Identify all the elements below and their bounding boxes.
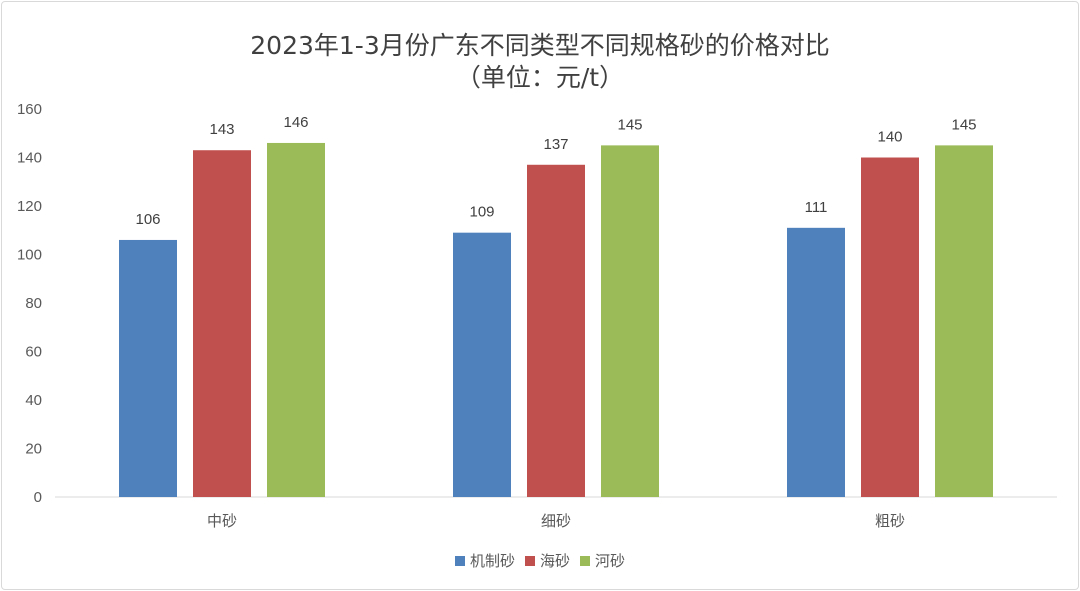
chart-subtitle: （单位：元/t） [455,63,625,92]
y-tick-label: 0 [34,489,42,506]
data-label: 137 [543,136,568,153]
x-tick-label: 粗砂 [875,513,905,530]
legend-label: 河砂 [595,552,625,570]
bar [267,142,325,497]
data-label: 111 [805,199,828,216]
y-tick-label: 100 [17,247,42,264]
y-tick-label: 20 [25,441,42,458]
x-tick-label: 中砂 [207,513,237,530]
legend-swatch [525,556,535,566]
bar [119,239,177,497]
bar [861,157,919,497]
data-label: 145 [951,116,976,133]
data-label: 109 [469,204,494,221]
legend-label: 海砂 [540,552,570,570]
y-tick-label: 40 [25,392,42,409]
legend-swatch [455,556,465,566]
data-label: 140 [877,129,902,146]
y-tick-label: 80 [25,295,42,312]
bar [453,232,511,498]
data-label: 146 [283,114,308,131]
bar [601,145,659,497]
legend-label: 机制砂 [470,552,515,570]
y-tick-label: 120 [17,198,42,215]
legend-swatch [580,556,590,566]
chart-title: 2023年1-3月份广东不同类型不同规格砂的价格对比 [250,31,830,60]
y-tick-label: 60 [25,344,42,361]
data-label: 145 [617,116,642,133]
data-label: 143 [209,121,234,138]
y-tick-label: 140 [17,150,42,167]
data-label: 106 [135,211,160,228]
y-tick-label: 160 [17,101,42,118]
bar [787,227,845,497]
bar [527,164,585,497]
bar [935,145,993,497]
bar [193,150,251,497]
x-tick-label: 细砂 [541,513,571,530]
